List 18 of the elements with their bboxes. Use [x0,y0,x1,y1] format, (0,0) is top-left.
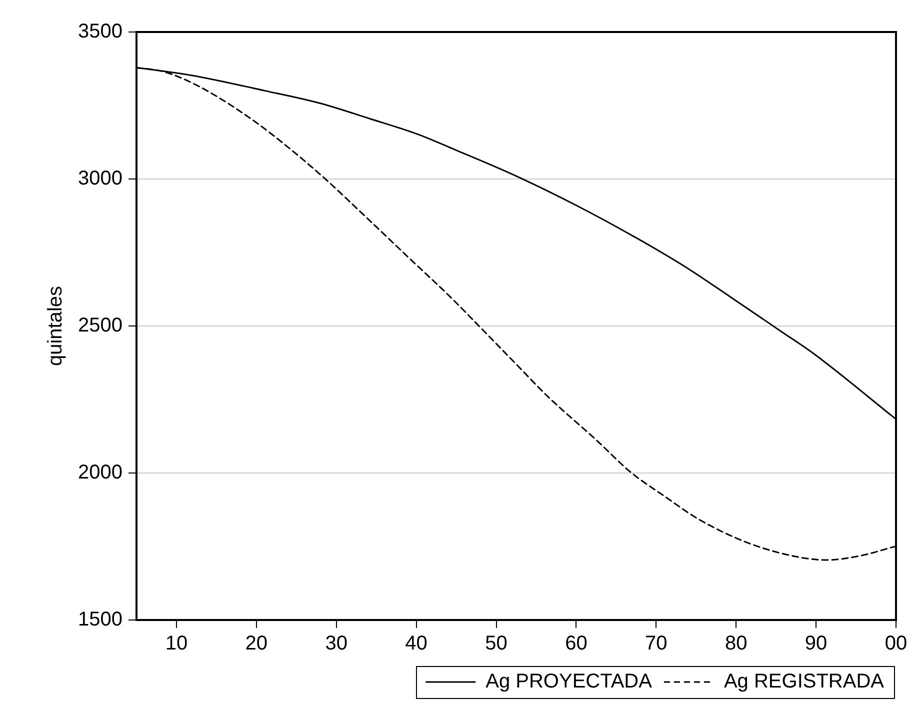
x-tick-label: 90 [804,632,828,655]
x-tick-label: 80 [724,632,748,655]
legend-label: Ag PROYECTADA [486,670,653,693]
x-tick-label: 10 [165,632,188,655]
x-tick-label: 30 [325,632,348,655]
y-tick-label: 1500 [78,608,122,631]
x-tick-label: 00 [884,632,908,655]
y-tick-label: 3000 [78,168,122,190]
legend-label: Ag REGISTRADA [724,670,885,693]
x-tick-label: 50 [485,632,508,655]
x-tick-label: 60 [565,632,588,655]
x-tick-label: 40 [405,632,428,655]
y-tick-label: 2000 [78,462,122,484]
x-tick-label: 70 [645,632,668,655]
y-tick-label: 3500 [78,20,122,43]
y-tick-label: 2500 [78,314,122,337]
x-tick-label: 20 [245,632,268,655]
y-axis-title: quintales [44,286,67,366]
